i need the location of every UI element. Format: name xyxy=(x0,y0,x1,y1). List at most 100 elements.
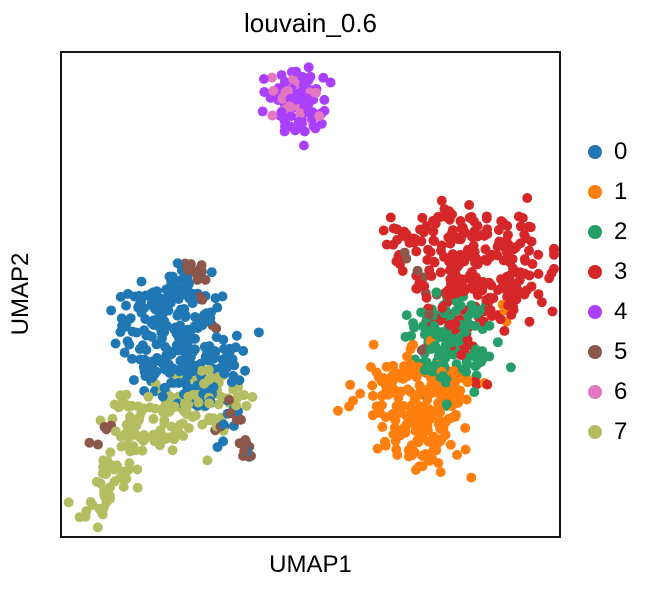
legend-swatch-icon xyxy=(588,185,602,199)
data-point-cluster-1 xyxy=(460,444,471,455)
data-point-cluster-6 xyxy=(268,85,279,96)
data-point-cluster-0 xyxy=(231,330,242,341)
legend-entry-5: 5 xyxy=(588,332,627,372)
data-point-cluster-0 xyxy=(208,382,219,392)
data-point-cluster-3 xyxy=(378,225,389,236)
data-point-cluster-3 xyxy=(471,253,482,264)
data-point-cluster-6 xyxy=(295,108,306,119)
data-point-cluster-3 xyxy=(421,221,432,232)
data-point-cluster-4 xyxy=(308,121,319,132)
data-point-cluster-0 xyxy=(171,326,182,337)
data-point-cluster-5 xyxy=(412,265,423,276)
data-point-cluster-0 xyxy=(253,327,264,338)
data-point-cluster-0 xyxy=(139,366,150,377)
data-point-cluster-7 xyxy=(203,375,214,386)
data-point-cluster-1 xyxy=(406,440,417,451)
legend-entry-2: 2 xyxy=(588,212,627,252)
data-point-cluster-3 xyxy=(397,266,408,276)
data-point-cluster-4 xyxy=(303,62,314,73)
data-point-cluster-1 xyxy=(333,405,343,416)
data-point-cluster-3 xyxy=(547,306,558,317)
data-point-cluster-0 xyxy=(157,391,168,402)
data-point-cluster-5 xyxy=(84,437,95,448)
data-point-cluster-1 xyxy=(402,371,413,382)
data-point-cluster-3 xyxy=(455,249,466,260)
data-point-cluster-3 xyxy=(515,221,526,232)
plot-area xyxy=(60,51,561,538)
data-point-cluster-6 xyxy=(277,93,288,104)
data-point-cluster-3 xyxy=(408,233,419,244)
data-point-cluster-4 xyxy=(258,74,269,84)
data-point-cluster-3 xyxy=(488,293,499,304)
data-point-cluster-3 xyxy=(399,226,410,237)
data-point-cluster-0 xyxy=(208,353,219,364)
data-point-cluster-4 xyxy=(325,77,336,88)
data-point-cluster-3 xyxy=(533,249,544,260)
data-point-cluster-1 xyxy=(395,430,406,441)
data-point-cluster-0 xyxy=(204,341,215,352)
data-point-cluster-3 xyxy=(522,193,533,203)
data-point-cluster-0 xyxy=(106,305,117,316)
data-point-cluster-0 xyxy=(238,345,249,356)
legend-entry-4: 4 xyxy=(588,292,627,332)
data-point-cluster-1 xyxy=(396,386,407,397)
data-point-cluster-3 xyxy=(508,301,518,312)
data-point-cluster-3 xyxy=(447,225,458,236)
data-point-cluster-7 xyxy=(144,402,155,413)
data-point-cluster-7 xyxy=(115,431,126,442)
data-point-cluster-7 xyxy=(96,503,107,514)
data-point-cluster-3 xyxy=(436,195,447,206)
data-point-cluster-3 xyxy=(467,283,478,294)
data-point-cluster-3 xyxy=(446,278,457,289)
data-point-cluster-3 xyxy=(520,255,531,266)
data-point-cluster-1 xyxy=(461,394,472,405)
data-point-cluster-3 xyxy=(442,290,453,301)
data-point-cluster-3 xyxy=(437,302,448,313)
data-point-cluster-0 xyxy=(151,366,162,377)
data-point-cluster-3 xyxy=(514,275,525,286)
data-point-cluster-7 xyxy=(160,434,171,445)
data-point-cluster-7 xyxy=(124,411,135,422)
data-point-cluster-5 xyxy=(399,247,410,258)
data-point-cluster-3 xyxy=(450,270,461,281)
data-point-cluster-0 xyxy=(147,356,158,367)
data-point-cluster-3 xyxy=(436,240,447,251)
data-point-cluster-3 xyxy=(455,258,466,269)
data-point-cluster-1 xyxy=(391,444,402,455)
data-point-cluster-3 xyxy=(417,212,428,223)
data-point-cluster-1 xyxy=(435,423,446,434)
data-point-cluster-3 xyxy=(513,211,524,222)
data-point-cluster-0 xyxy=(115,291,126,302)
data-point-cluster-3 xyxy=(462,334,473,345)
data-point-cluster-3 xyxy=(455,234,466,245)
data-point-cluster-2 xyxy=(437,371,448,382)
data-point-cluster-3 xyxy=(457,222,468,233)
data-point-cluster-3 xyxy=(519,229,530,240)
data-point-cluster-1 xyxy=(449,378,460,389)
data-point-cluster-0 xyxy=(166,276,177,287)
data-point-cluster-7 xyxy=(124,458,135,469)
data-point-cluster-3 xyxy=(381,239,392,250)
data-point-cluster-0 xyxy=(173,294,184,305)
data-point-cluster-1 xyxy=(355,388,366,399)
data-point-cluster-3 xyxy=(471,230,482,241)
data-point-cluster-3 xyxy=(482,224,493,235)
data-point-cluster-1 xyxy=(389,422,400,433)
data-point-cluster-3 xyxy=(426,271,437,282)
data-point-cluster-2 xyxy=(469,387,480,398)
data-point-cluster-0 xyxy=(119,347,130,358)
data-point-cluster-2 xyxy=(443,338,454,349)
data-point-cluster-2 xyxy=(400,331,411,342)
data-point-cluster-0 xyxy=(115,327,126,338)
data-point-cluster-3 xyxy=(421,292,432,303)
data-point-cluster-0 xyxy=(110,338,121,349)
data-point-cluster-0 xyxy=(172,310,183,321)
data-point-cluster-7 xyxy=(129,445,140,456)
data-point-cluster-7 xyxy=(121,440,132,451)
data-point-cluster-7 xyxy=(92,522,103,533)
data-point-cluster-1 xyxy=(408,417,418,428)
legend-entry-label: 5 xyxy=(614,338,628,365)
data-point-cluster-4 xyxy=(259,87,270,98)
data-point-cluster-3 xyxy=(411,246,422,257)
data-point-cluster-2 xyxy=(470,344,481,355)
